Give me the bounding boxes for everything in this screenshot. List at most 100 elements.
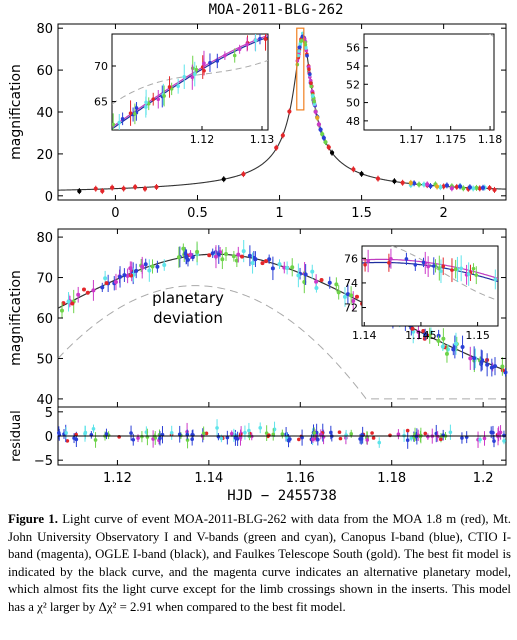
residual-point (371, 436, 376, 440)
residual-point (496, 434, 500, 439)
data-point (162, 94, 166, 98)
data-point (216, 252, 221, 257)
y-tick-label: 20 (36, 148, 53, 163)
residual-point (448, 430, 453, 435)
data-point (181, 246, 186, 251)
data-point (66, 299, 71, 304)
residual-point (300, 435, 304, 440)
residual-point (219, 436, 224, 441)
residual-point (93, 438, 98, 442)
data-point (421, 182, 427, 187)
data-point (142, 186, 148, 191)
residual-point (83, 431, 87, 436)
residual-point (140, 434, 144, 439)
residual-point (104, 432, 109, 436)
data-point (81, 287, 86, 292)
residual-point (247, 428, 251, 433)
data-point (319, 277, 324, 282)
data-point (408, 180, 413, 185)
data-point (363, 262, 367, 267)
data-point (404, 257, 409, 261)
inset-frame (361, 245, 499, 327)
residual-point (502, 433, 506, 438)
residual-point (204, 431, 209, 436)
inset-x-tick-label: 1.12 (190, 133, 215, 146)
data-point (434, 184, 440, 189)
data-point (461, 186, 466, 191)
data-point (375, 176, 381, 181)
residual-point (190, 437, 194, 442)
data-point (451, 347, 456, 352)
data-point (387, 260, 391, 265)
residual-point (271, 432, 276, 437)
data-point (412, 181, 417, 186)
residual-point (438, 437, 443, 442)
alternative-model-dashed (489, 34, 494, 38)
data-point (345, 292, 350, 297)
data-point (485, 362, 490, 367)
data-point (441, 184, 446, 189)
data-point (472, 356, 477, 361)
chart-title: MOA-2011-BLG-262 (209, 2, 344, 18)
residual-point (297, 437, 301, 442)
y-tick-label: 0 (45, 190, 53, 205)
residual-point (492, 439, 496, 443)
data-point (122, 273, 127, 278)
data-point (128, 111, 133, 115)
data-point (444, 183, 450, 188)
y-tick-label: 80 (36, 22, 53, 37)
inset-y-tick-label: 54 (346, 60, 360, 73)
data-point (474, 0, 478, 4)
data-point (192, 72, 197, 76)
residual-point (225, 435, 230, 440)
data-point (113, 279, 118, 284)
y-tick-label: 40 (36, 393, 53, 408)
residual-point (64, 431, 68, 435)
data-point (93, 186, 98, 191)
inset-x-tick-label: 1.175 (435, 133, 467, 146)
x-tick-label: 2 (440, 206, 448, 221)
residual-point (426, 434, 430, 439)
inset-y-tick-label: 50 (346, 97, 360, 110)
data-point (450, 268, 454, 272)
residual-point (280, 432, 285, 436)
data-point (190, 75, 195, 80)
data-point (500, 364, 505, 369)
residual-point (370, 431, 374, 435)
residual-point (158, 436, 162, 441)
data-point (436, 338, 441, 343)
data-point (483, 9, 487, 13)
data-point (439, 269, 443, 274)
data-point (144, 105, 148, 109)
residual-point (72, 436, 76, 440)
data-point (334, 282, 339, 287)
data-point (467, 185, 472, 190)
x-axis-label: HJD − 2455738 (227, 488, 337, 504)
residual-point (177, 432, 182, 437)
data-point (133, 112, 137, 116)
data-point (76, 292, 81, 297)
data-point (91, 288, 96, 293)
caption-label: Figure 1. (8, 512, 58, 526)
residual-point (129, 431, 133, 435)
residual-point (377, 440, 382, 445)
data-point (215, 59, 220, 63)
x-tick-label: 1.5 (351, 206, 372, 221)
data-point (146, 101, 151, 106)
data-point (237, 47, 242, 52)
data-point (473, 0, 477, 1)
best-fit-curve (364, 0, 494, 14)
data-point (270, 266, 275, 271)
data-point (143, 262, 148, 267)
data-point (253, 38, 258, 43)
data-point (223, 53, 227, 58)
best-fit-curve (112, 36, 268, 130)
data-point (103, 276, 108, 281)
data-point (207, 253, 212, 258)
data-point (413, 263, 418, 267)
data-point (247, 253, 252, 258)
y-tick-label: 70 (36, 272, 53, 287)
residual-point (337, 430, 342, 435)
data-point (240, 254, 245, 259)
